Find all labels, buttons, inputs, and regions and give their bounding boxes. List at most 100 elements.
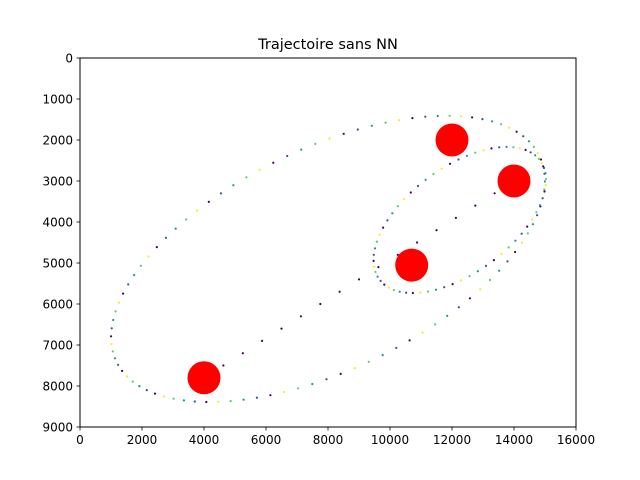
trajectory-point <box>515 130 518 133</box>
trajectory-point <box>378 233 381 236</box>
trajectory-point <box>520 241 524 244</box>
trajectory-point <box>419 291 422 294</box>
trajectory-point <box>536 151 540 155</box>
trajectory-point <box>342 132 345 135</box>
x-tick-label: 2000 <box>127 433 158 447</box>
trajectory-point <box>474 204 477 207</box>
trajectory-point <box>446 314 449 317</box>
trajectory-point <box>481 118 484 121</box>
x-tick-label: 8000 <box>313 433 344 447</box>
trajectory-point <box>465 154 468 157</box>
trajectory-point <box>299 315 302 318</box>
trajectory-point <box>133 274 136 277</box>
x-axis: 0 2000 4000 6000 8000 10000 12000 14000 16000 <box>76 427 595 447</box>
trajectory-point <box>373 247 377 250</box>
trajectory-point <box>448 162 452 165</box>
trajectory-point <box>153 392 157 395</box>
trajectory-point <box>138 385 141 388</box>
trajectory-point <box>531 218 534 221</box>
trajectory-point <box>372 253 375 256</box>
trajectory-point <box>514 250 517 254</box>
trajectory-point <box>272 161 275 164</box>
trajectory-point <box>434 323 437 326</box>
trajectory-point <box>540 162 544 165</box>
trajectory-point <box>255 396 258 399</box>
position-marker <box>187 361 221 395</box>
trajectory-point <box>424 115 427 118</box>
trajectory-point <box>536 214 539 217</box>
trajectory-point <box>145 389 148 392</box>
plot-frame <box>79 57 577 428</box>
trajectory-point <box>527 140 531 143</box>
trajectory-point <box>381 354 384 357</box>
trajectory-point <box>391 212 394 215</box>
trajectory-point <box>534 154 537 157</box>
trajectory-point <box>543 180 547 183</box>
trajectory-point <box>512 146 515 149</box>
trajectory-point <box>424 178 427 181</box>
trajectory-point <box>411 291 414 295</box>
y-tick-label: 0 <box>65 51 73 65</box>
trajectory-point <box>451 283 454 286</box>
trajectory-point <box>539 158 543 161</box>
trajectory-point <box>492 259 495 262</box>
trajectory-point <box>398 290 401 293</box>
trajectory-point <box>440 167 443 170</box>
trajectory-point <box>448 114 451 117</box>
trajectory-point <box>367 360 370 363</box>
trajectory-point <box>147 255 150 258</box>
x-tick-label: 12000 <box>433 433 471 447</box>
trajectory-point <box>376 275 379 278</box>
trajectory-point <box>384 121 387 124</box>
x-tick-label: 14000 <box>495 433 533 447</box>
trajectory-point <box>241 352 244 355</box>
trajectory-point <box>531 223 535 226</box>
y-tick-label: 8000 <box>42 379 73 393</box>
trajectory-point <box>297 387 300 390</box>
trajectory-point <box>543 190 546 193</box>
trajectory-point <box>416 241 419 244</box>
trajectory-point <box>339 372 342 375</box>
trajectory-point <box>286 154 289 158</box>
chart-title: Trajectoire sans NN <box>257 37 398 53</box>
x-tick-label: 0 <box>76 433 84 447</box>
trajectory-point <box>377 266 380 269</box>
trajectory-point <box>507 246 510 249</box>
trajectory-points <box>110 114 548 404</box>
trajectory-point <box>526 225 529 228</box>
trajectory-point <box>457 306 460 309</box>
trajectory-point <box>532 145 536 148</box>
trajectory-point <box>319 302 322 306</box>
trajectory-point <box>468 275 471 278</box>
trajectory-point <box>387 286 390 289</box>
trajectory-point <box>542 166 546 170</box>
trajectory-point <box>283 390 286 394</box>
trajectory-point <box>117 363 120 366</box>
trajectory-point <box>356 128 359 131</box>
trajectory-point <box>370 124 373 127</box>
trajectory-point <box>325 378 328 381</box>
trajectory-point <box>398 119 401 122</box>
trajectory-point <box>207 200 210 203</box>
trajectory-point <box>543 188 546 191</box>
trajectory-point <box>392 288 395 292</box>
trajectory-point <box>217 400 220 403</box>
trajectory-point <box>514 239 517 242</box>
trajectory-point <box>353 367 356 370</box>
y-tick-label: 7000 <box>42 338 73 352</box>
trajectory-point <box>131 380 134 383</box>
trajectory-point <box>405 291 408 294</box>
trajectory-point <box>537 157 541 161</box>
trajectory-point <box>121 369 124 372</box>
trajectory-point <box>205 400 208 404</box>
trajectory-point <box>110 327 113 330</box>
trajectory-point <box>544 177 548 181</box>
trajectory-point <box>372 259 375 262</box>
trajectory-point <box>328 137 331 140</box>
trajectory-point <box>185 218 188 221</box>
trajectory-point <box>535 211 538 214</box>
trajectory-point <box>382 226 385 229</box>
trajectory-point <box>396 253 399 256</box>
trajectory-point <box>421 331 424 334</box>
